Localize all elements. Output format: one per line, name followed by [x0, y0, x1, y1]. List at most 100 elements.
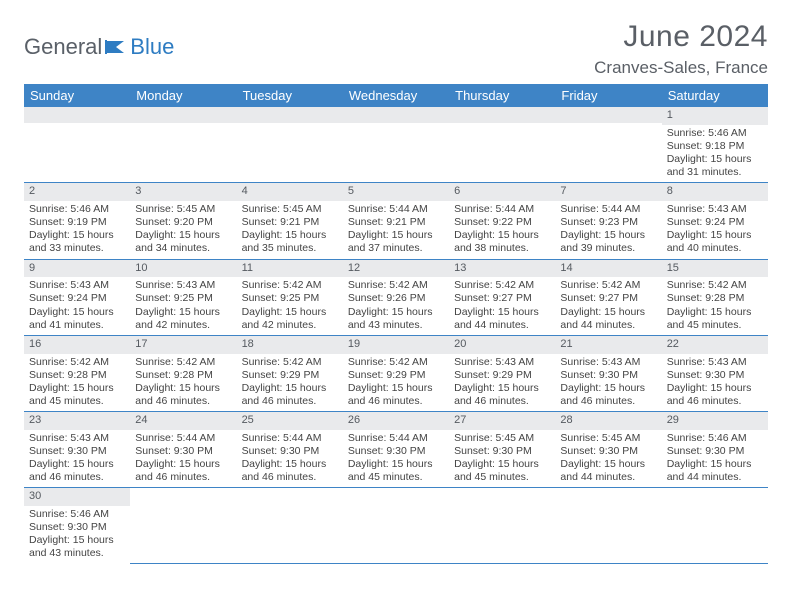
- sunset-text: Sunset: 9:21 PM: [348, 216, 444, 229]
- day-number: 15: [662, 260, 768, 278]
- daylight-text-2: and 41 minutes.: [29, 319, 125, 332]
- daylight-text-2: and 44 minutes.: [667, 471, 763, 484]
- sunrise-text: Sunrise: 5:46 AM: [667, 127, 763, 140]
- sunrise-text: Sunrise: 5:43 AM: [454, 356, 550, 369]
- daylight-text-1: Daylight: 15 hours: [454, 458, 550, 471]
- day-header: Sunday: [24, 84, 130, 107]
- sunset-text: Sunset: 9:24 PM: [667, 216, 763, 229]
- daylight-text-1: Daylight: 15 hours: [454, 306, 550, 319]
- sunrise-text: Sunrise: 5:46 AM: [667, 432, 763, 445]
- daylight-text-1: Daylight: 15 hours: [242, 306, 338, 319]
- calendar-cell: [130, 488, 236, 564]
- sunrise-text: Sunrise: 5:43 AM: [667, 356, 763, 369]
- calendar-cell: 2Sunrise: 5:46 AMSunset: 9:19 PMDaylight…: [24, 183, 130, 259]
- sunrise-text: Sunrise: 5:45 AM: [242, 203, 338, 216]
- day-details: Sunrise: 5:43 AMSunset: 9:24 PMDaylight:…: [24, 277, 130, 335]
- day-number: 14: [555, 260, 661, 278]
- day-details: Sunrise: 5:42 AMSunset: 9:27 PMDaylight:…: [555, 277, 661, 335]
- day-details: Sunrise: 5:44 AMSunset: 9:30 PMDaylight:…: [130, 430, 236, 488]
- day-number: 17: [130, 336, 236, 354]
- sunset-text: Sunset: 9:22 PM: [454, 216, 550, 229]
- sunrise-text: Sunrise: 5:45 AM: [454, 432, 550, 445]
- daylight-text-1: Daylight: 15 hours: [454, 229, 550, 242]
- title-block: June 2024 Cranves-Sales, France: [594, 20, 768, 78]
- calendar-cell: [449, 488, 555, 564]
- day-details: Sunrise: 5:44 AMSunset: 9:21 PMDaylight:…: [343, 201, 449, 259]
- day-header-row: Sunday Monday Tuesday Wednesday Thursday…: [24, 84, 768, 107]
- calendar-cell: 22Sunrise: 5:43 AMSunset: 9:30 PMDayligh…: [662, 335, 768, 411]
- day-number: 2: [24, 183, 130, 201]
- daylight-text-1: Daylight: 15 hours: [348, 229, 444, 242]
- sunrise-text: Sunrise: 5:42 AM: [454, 279, 550, 292]
- daylight-text-1: Daylight: 15 hours: [29, 458, 125, 471]
- calendar-cell: 14Sunrise: 5:42 AMSunset: 9:27 PMDayligh…: [555, 259, 661, 335]
- calendar-cell: 29Sunrise: 5:46 AMSunset: 9:30 PMDayligh…: [662, 412, 768, 488]
- day-number: 11: [237, 260, 343, 278]
- calendar-cell: 13Sunrise: 5:42 AMSunset: 9:27 PMDayligh…: [449, 259, 555, 335]
- daylight-text-2: and 45 minutes.: [454, 471, 550, 484]
- daylight-text-1: Daylight: 15 hours: [135, 229, 231, 242]
- daylight-text-2: and 46 minutes.: [29, 471, 125, 484]
- day-number: 7: [555, 183, 661, 201]
- calendar-cell: 11Sunrise: 5:42 AMSunset: 9:25 PMDayligh…: [237, 259, 343, 335]
- day-details: Sunrise: 5:44 AMSunset: 9:22 PMDaylight:…: [449, 201, 555, 259]
- calendar-cell: [343, 488, 449, 564]
- sunset-text: Sunset: 9:27 PM: [454, 292, 550, 305]
- day-number: 12: [343, 260, 449, 278]
- daylight-text-2: and 35 minutes.: [242, 242, 338, 255]
- day-number: 30: [24, 488, 130, 506]
- sunset-text: Sunset: 9:30 PM: [29, 521, 125, 534]
- calendar-cell: [555, 488, 661, 564]
- day-number: 24: [130, 412, 236, 430]
- daylight-text-1: Daylight: 15 hours: [242, 382, 338, 395]
- header: General Blue June 2024 Cranves-Sales, Fr…: [24, 20, 768, 78]
- daylight-text-1: Daylight: 15 hours: [348, 382, 444, 395]
- calendar-cell: 12Sunrise: 5:42 AMSunset: 9:26 PMDayligh…: [343, 259, 449, 335]
- sunset-text: Sunset: 9:21 PM: [242, 216, 338, 229]
- day-header: Friday: [555, 84, 661, 107]
- brand-part2: Blue: [130, 34, 174, 60]
- calendar-cell: 18Sunrise: 5:42 AMSunset: 9:29 PMDayligh…: [237, 335, 343, 411]
- sunset-text: Sunset: 9:30 PM: [454, 445, 550, 458]
- daylight-text-1: Daylight: 15 hours: [29, 306, 125, 319]
- day-number: 13: [449, 260, 555, 278]
- sunrise-text: Sunrise: 5:44 AM: [348, 203, 444, 216]
- day-details: Sunrise: 5:42 AMSunset: 9:27 PMDaylight:…: [449, 277, 555, 335]
- sunset-text: Sunset: 9:19 PM: [29, 216, 125, 229]
- day-details: Sunrise: 5:43 AMSunset: 9:24 PMDaylight:…: [662, 201, 768, 259]
- day-details: Sunrise: 5:43 AMSunset: 9:30 PMDaylight:…: [555, 354, 661, 412]
- sunrise-text: Sunrise: 5:44 AM: [242, 432, 338, 445]
- day-number: 6: [449, 183, 555, 201]
- day-number: 23: [24, 412, 130, 430]
- sunrise-text: Sunrise: 5:43 AM: [29, 279, 125, 292]
- sunrise-text: Sunrise: 5:42 AM: [135, 356, 231, 369]
- calendar-cell: [130, 107, 236, 183]
- daylight-text-1: Daylight: 15 hours: [29, 382, 125, 395]
- sunrise-text: Sunrise: 5:44 AM: [348, 432, 444, 445]
- calendar-cell: 30Sunrise: 5:46 AMSunset: 9:30 PMDayligh…: [24, 488, 130, 564]
- sunset-text: Sunset: 9:30 PM: [29, 445, 125, 458]
- sunrise-text: Sunrise: 5:42 AM: [29, 356, 125, 369]
- sunset-text: Sunset: 9:27 PM: [560, 292, 656, 305]
- calendar-cell: 21Sunrise: 5:43 AMSunset: 9:30 PMDayligh…: [555, 335, 661, 411]
- day-details: Sunrise: 5:44 AMSunset: 9:23 PMDaylight:…: [555, 201, 661, 259]
- calendar-cell: 6Sunrise: 5:44 AMSunset: 9:22 PMDaylight…: [449, 183, 555, 259]
- calendar-cell: 17Sunrise: 5:42 AMSunset: 9:28 PMDayligh…: [130, 335, 236, 411]
- day-number: 27: [449, 412, 555, 430]
- daylight-text-2: and 37 minutes.: [348, 242, 444, 255]
- calendar-cell: [555, 107, 661, 183]
- day-details: Sunrise: 5:42 AMSunset: 9:26 PMDaylight:…: [343, 277, 449, 335]
- day-number: 29: [662, 412, 768, 430]
- sunrise-text: Sunrise: 5:44 AM: [135, 432, 231, 445]
- day-details: Sunrise: 5:43 AMSunset: 9:30 PMDaylight:…: [24, 430, 130, 488]
- sunrise-text: Sunrise: 5:42 AM: [242, 279, 338, 292]
- daylight-text-1: Daylight: 15 hours: [242, 229, 338, 242]
- calendar-cell: 5Sunrise: 5:44 AMSunset: 9:21 PMDaylight…: [343, 183, 449, 259]
- daylight-text-1: Daylight: 15 hours: [560, 458, 656, 471]
- sunrise-text: Sunrise: 5:43 AM: [560, 356, 656, 369]
- calendar-week-row: 23Sunrise: 5:43 AMSunset: 9:30 PMDayligh…: [24, 412, 768, 488]
- sunset-text: Sunset: 9:30 PM: [560, 445, 656, 458]
- day-details: Sunrise: 5:42 AMSunset: 9:29 PMDaylight:…: [237, 354, 343, 412]
- daylight-text-2: and 44 minutes.: [560, 471, 656, 484]
- day-number: 3: [130, 183, 236, 201]
